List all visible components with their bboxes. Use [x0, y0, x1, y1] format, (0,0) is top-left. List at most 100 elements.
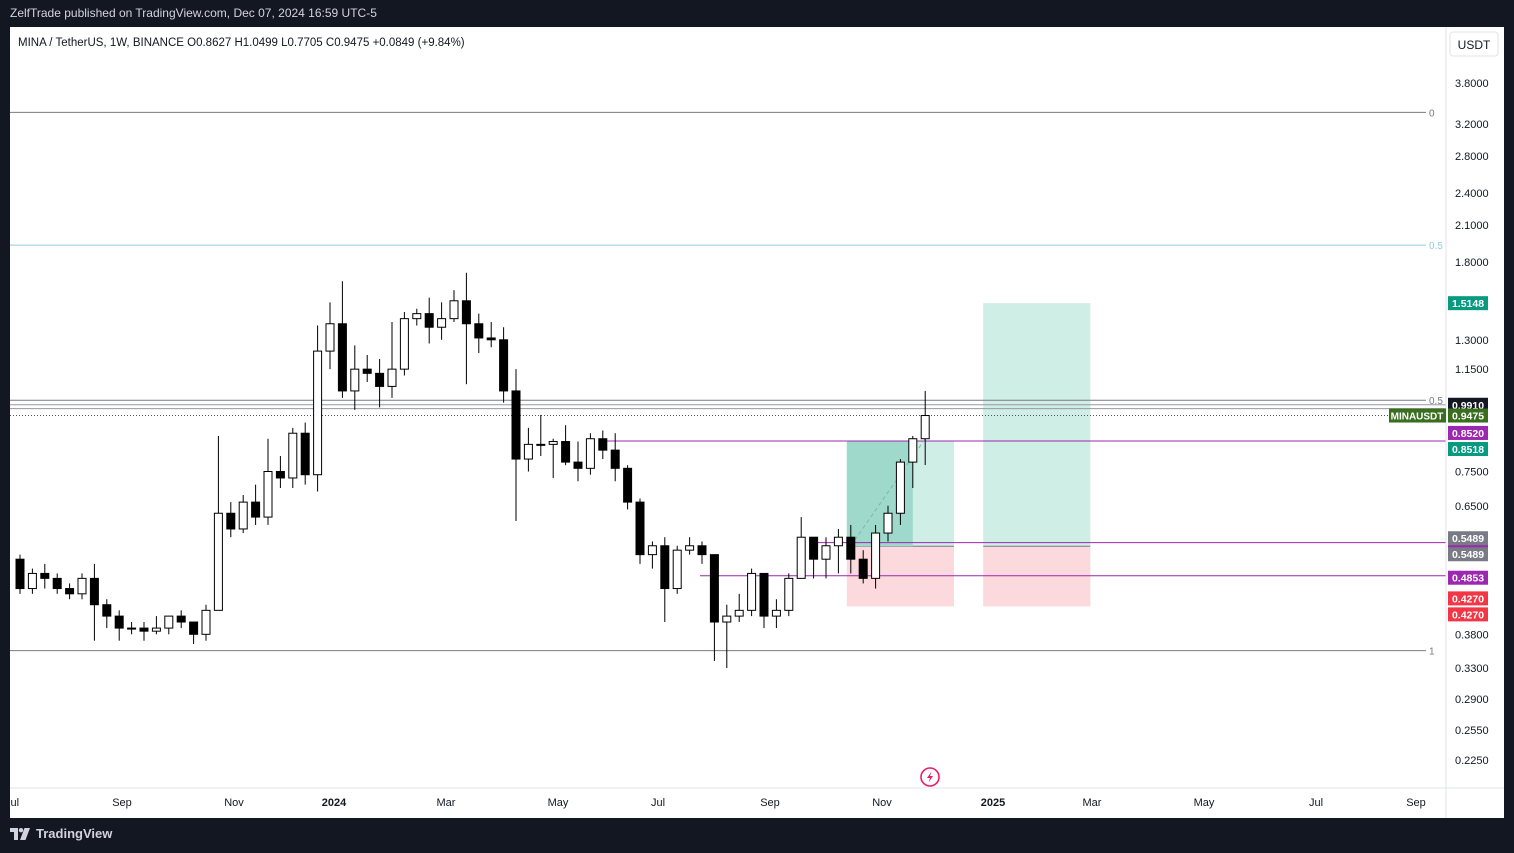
- candle-body: [635, 501, 645, 556]
- candle-body: [40, 572, 50, 579]
- candle-body: [362, 368, 372, 374]
- candle-59: [747, 568, 757, 617]
- candle-24: [313, 325, 323, 492]
- candle-body: [511, 390, 521, 460]
- x-tick-label: Jul: [1309, 797, 1323, 809]
- candle-4: [65, 583, 75, 600]
- candle-66: [833, 528, 843, 574]
- price-tag-6: 0.5489: [1448, 531, 1488, 546]
- candle-18: [238, 494, 248, 534]
- currency-button-bg[interactable]: [1449, 31, 1499, 57]
- price-tag-8: 0.4853: [1448, 570, 1488, 585]
- candle-67: [846, 524, 856, 574]
- tradingview-logo[interactable]: TradingView: [10, 826, 112, 841]
- candle-body: [89, 577, 99, 606]
- candle-body: [561, 441, 571, 463]
- candle-body: [65, 588, 75, 595]
- candle-body: [189, 621, 199, 635]
- y-tick-label: 0.6500: [1455, 501, 1489, 513]
- candle-55: [697, 541, 707, 564]
- candle-26: [337, 281, 347, 398]
- candle-body: [672, 549, 682, 590]
- candle-body: [796, 536, 806, 579]
- candle-body: [623, 467, 633, 503]
- fib-label-1: 0.5: [1429, 241, 1443, 252]
- price-tag-0: 1.5148: [1448, 296, 1488, 311]
- fib-label-3: 1: [1429, 647, 1435, 658]
- candle-19: [251, 484, 261, 525]
- x-tick-label: Nov: [872, 797, 892, 809]
- fib-label-0: 0: [1429, 108, 1435, 119]
- candle-15: [201, 604, 211, 641]
- candle-body: [709, 554, 719, 623]
- candle-38: [486, 322, 496, 348]
- candle-44: [561, 425, 571, 466]
- candle-body: [685, 545, 695, 551]
- candle-body: [499, 339, 509, 392]
- price-tag-text: 1.5148: [1452, 298, 1484, 310]
- time-axis[interactable]: Jul Sep Nov 2024 Mar May Jul Sep Nov 2025 Mar May Ju…: [5, 787, 1504, 809]
- candle-body: [771, 609, 781, 617]
- candle-body: [387, 368, 397, 387]
- candle-body: [883, 512, 893, 534]
- candle-35: [449, 290, 459, 323]
- candle-69: [871, 524, 881, 589]
- candle-body: [27, 572, 37, 590]
- footer-bar: TradingView: [0, 818, 1514, 853]
- candle-body: [102, 604, 112, 617]
- lightning-icon[interactable]: [920, 767, 940, 787]
- candle-23: [300, 422, 310, 485]
- candle-body: [449, 300, 459, 320]
- candle-body: [809, 536, 819, 560]
- tradingview-logo-icon: [10, 827, 30, 840]
- currency-button[interactable]: USDT: [1449, 31, 1499, 57]
- candle-51: [647, 541, 657, 569]
- candle-46: [585, 433, 595, 475]
- price-tag-3: 0.8520: [1448, 425, 1488, 440]
- target-zone-1: [983, 303, 1091, 547]
- candle-54: [685, 537, 695, 555]
- price-tag-9: 0.4270: [1448, 591, 1488, 606]
- price-tag-bg: [1448, 397, 1488, 412]
- candle-body: [399, 318, 409, 370]
- candle-body: [486, 337, 496, 341]
- candle-37: [474, 313, 484, 354]
- candle-body: [275, 470, 285, 479]
- price-tag-bg: [1448, 442, 1488, 457]
- candle-body: [424, 313, 434, 328]
- candle-36: [461, 272, 471, 385]
- candle-32: [412, 308, 422, 326]
- candle-body: [114, 615, 124, 629]
- candle-body: [759, 572, 769, 617]
- y-tick-label: 1.3000: [1455, 335, 1489, 347]
- candle-20: [263, 438, 273, 525]
- candle-16: [213, 435, 223, 611]
- candlestick-series: [15, 272, 930, 669]
- candle-body: [895, 461, 905, 514]
- candle-28: [362, 354, 372, 382]
- x-tick-label: Nov: [224, 797, 244, 809]
- price-tag-bg: [1448, 531, 1488, 546]
- candle-64: [809, 536, 819, 579]
- candle-10: [139, 622, 149, 641]
- candle-65: [821, 537, 831, 579]
- candle-13: [176, 610, 186, 629]
- candle-8: [114, 610, 124, 641]
- x-tick-label: May: [1194, 797, 1215, 809]
- candle-body: [871, 532, 881, 579]
- fib-label-2: 0.5: [1429, 396, 1443, 407]
- y-tick-label: 1.1500: [1455, 364, 1489, 376]
- symbol-legend: MINA / TetherUS, 1W, BINANCE O0.8627 H1.…: [18, 37, 465, 49]
- candle-body: [833, 536, 843, 547]
- price-tag-bg: [1448, 591, 1488, 606]
- currency-button-label[interactable]: USDT: [1458, 38, 1491, 52]
- x-tick-label: Sep: [1406, 797, 1426, 809]
- publish-line: ZelfTrade published on TradingView.com, …: [10, 6, 377, 20]
- candle-11: [151, 616, 161, 635]
- candle-53: [672, 545, 682, 594]
- price-chart[interactable]: 00.50.51 4.40003.80003.20002.80002.40002…: [5, 27, 1504, 818]
- candle-body: [647, 545, 657, 556]
- candle-56: [709, 554, 719, 661]
- candle-63: [796, 517, 806, 579]
- y-tick-label: 0.3800: [1455, 629, 1489, 641]
